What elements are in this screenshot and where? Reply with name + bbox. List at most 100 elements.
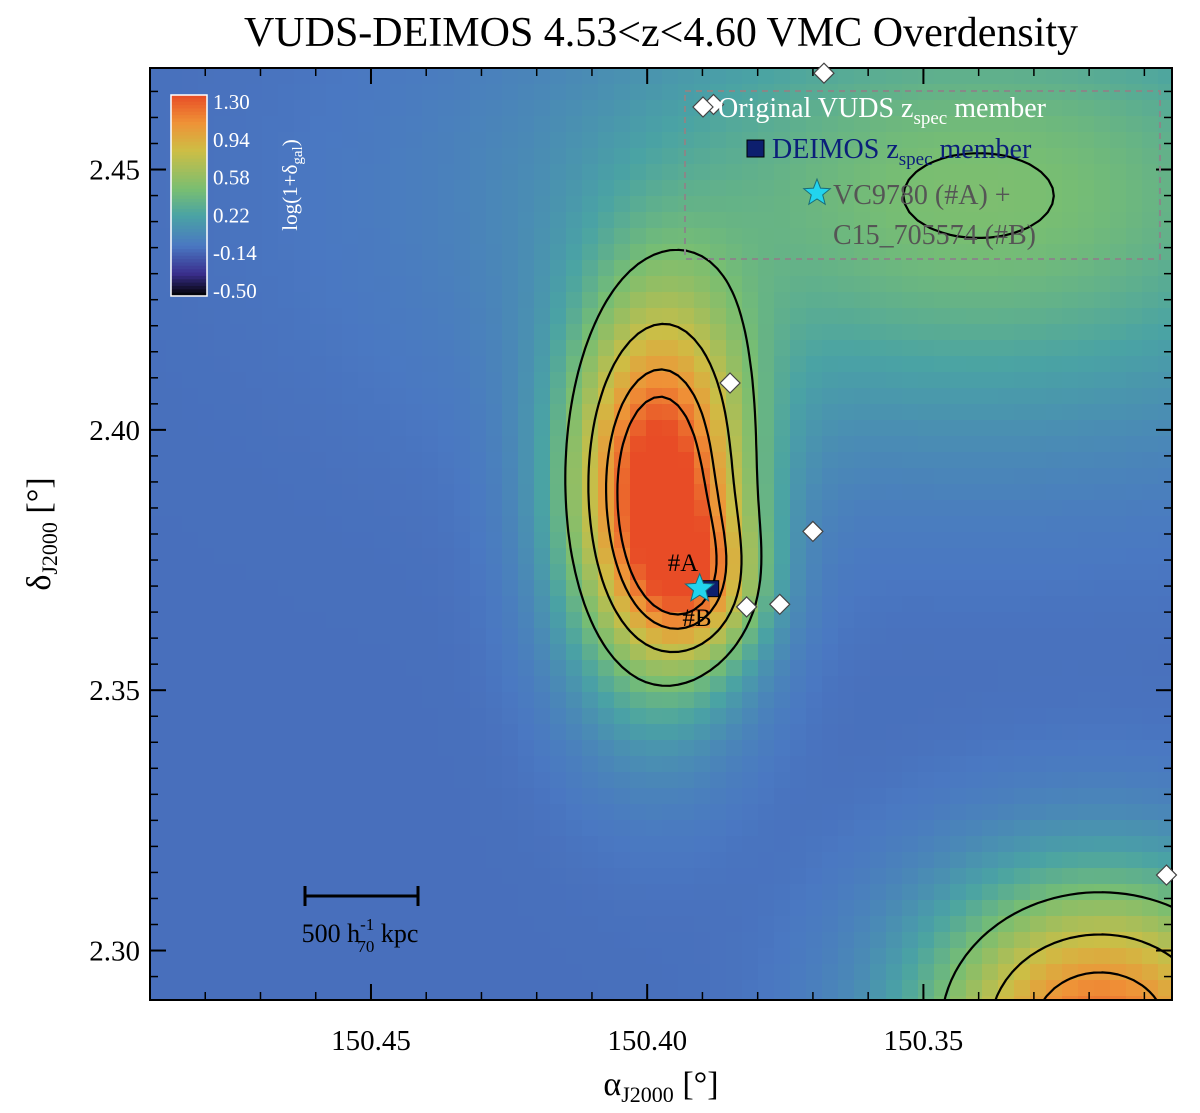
heatmap-cell [966,308,983,325]
heatmap-cell [534,404,551,421]
heatmap-cell [998,692,1015,709]
heatmap-cell [230,900,247,917]
heatmap-cell [982,612,999,629]
heatmap-cell [758,116,775,133]
heatmap-cell [374,260,391,277]
heatmap-cell [790,916,807,933]
heatmap-cell [1126,580,1143,597]
heatmap-cell [710,132,727,149]
heatmap-cell [566,500,583,517]
heatmap-cell [406,884,423,901]
x-axis-label: αJ2000 [°] [603,1066,718,1107]
heatmap-cell [662,196,679,213]
heatmap-cell [310,436,327,453]
heatmap-cell [182,388,199,405]
heatmap-cell [1158,308,1172,325]
heatmap-cell [726,532,743,549]
heatmap-cell [566,788,583,805]
heatmap-cell [166,708,183,725]
heatmap-cell [678,564,695,581]
chart-title: VUDS-DEIMOS 4.53<z<4.60 VMC Overdensity [244,10,1078,56]
heatmap-cell [1014,436,1031,453]
heatmap-cell [390,260,407,277]
heatmap-cell [854,276,871,293]
heatmap-cell [934,84,951,101]
heatmap-cell [902,244,919,261]
heatmap-cell [150,644,167,661]
heatmap-cell [710,404,727,421]
heatmap-cell [230,484,247,501]
heatmap-cell [262,820,279,837]
heatmap-cell [662,756,679,773]
heatmap-cell [502,164,519,181]
heatmap-cell [150,116,167,133]
heatmap-cell [966,548,983,565]
heatmap-cell [822,580,839,597]
heatmap-cell [1046,676,1063,693]
heatmap-cell [902,740,919,757]
heatmap-cell [150,308,167,325]
heatmap-cell [982,516,999,533]
heatmap-cell [678,628,695,645]
heatmap-cell [886,308,903,325]
heatmap-cell [358,948,375,965]
heatmap-cell [646,340,663,357]
heatmap-cell [726,308,743,325]
heatmap-cell [310,324,327,341]
heatmap-cell [422,84,439,101]
heatmap-cell [870,116,887,133]
heatmap-cell [582,468,599,485]
heatmap-cell [982,260,999,277]
heatmap-cell [790,420,807,437]
heatmap-cell [502,836,519,853]
heatmap-cell [1014,820,1031,837]
heatmap-cell [214,948,231,965]
heatmap-cell [518,852,535,869]
heatmap-cell [374,180,391,197]
heatmap-cell [486,244,503,261]
heatmap-cell [422,788,439,805]
heatmap-cell [310,996,327,1000]
heatmap-cell [550,84,567,101]
heatmap-cell [422,548,439,565]
heatmap-cell [774,292,791,309]
heatmap-cell [838,68,855,85]
heatmap-cell [374,740,391,757]
heatmap-cell [614,964,631,981]
heatmap-cell [358,980,375,997]
heatmap-cell [262,836,279,853]
heatmap-cell [438,852,455,869]
heatmap-cell [390,628,407,645]
heatmap-cell [694,788,711,805]
colorbar-swatch [171,292,207,297]
heatmap-cell [838,516,855,533]
heatmap-cell [1078,244,1095,261]
heatmap-cell [1142,548,1159,565]
heatmap-cell [1046,436,1063,453]
heatmap-cell [902,116,919,133]
heatmap-cell [326,500,343,517]
heatmap-cell [486,404,503,421]
heatmap-cell [326,948,343,965]
heatmap-cell [838,596,855,613]
heatmap-cell [214,484,231,501]
heatmap-cell [598,324,615,341]
heatmap-cell [358,132,375,149]
heatmap-cell [646,436,663,453]
heatmap-cell [518,996,535,1000]
heatmap-cell [822,340,839,357]
heatmap-cell [150,580,167,597]
heatmap-cell [614,356,631,373]
heatmap-cell [406,196,423,213]
heatmap-cell [838,996,855,1000]
heatmap-cell [406,692,423,709]
heatmap-cell [710,852,727,869]
heatmap-cell [1126,868,1143,885]
heatmap-cell [550,292,567,309]
heatmap-cell [214,628,231,645]
heatmap-cell [998,564,1015,581]
heatmap-cell [374,612,391,629]
heatmap-cell [422,868,439,885]
heatmap-cell [710,820,727,837]
heatmap-cell [902,948,919,965]
